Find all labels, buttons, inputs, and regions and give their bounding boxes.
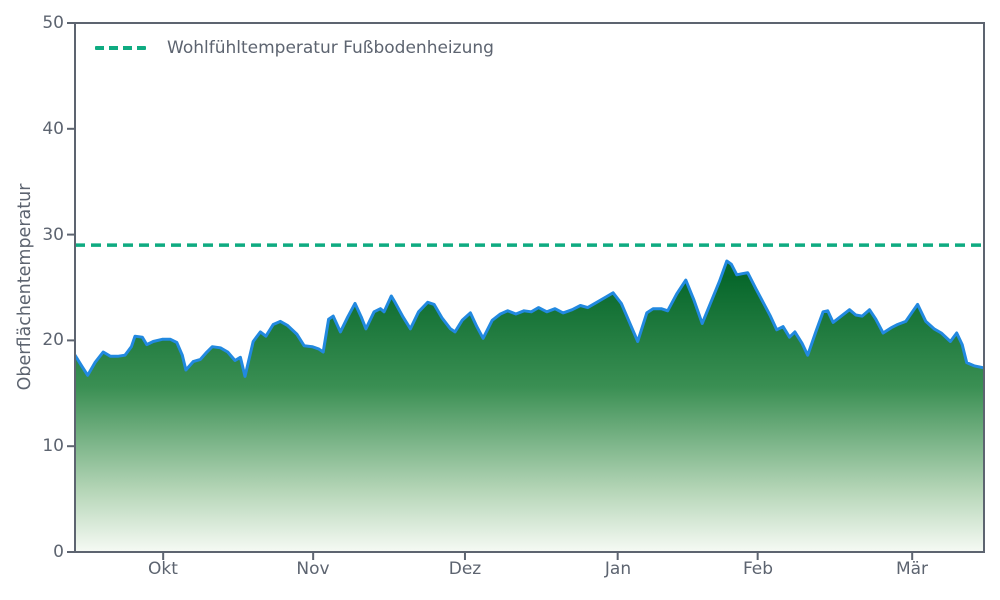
y-tick-label: 20 [42,330,64,350]
legend-label: Wohlfühltemperatur Fußbodenheizung [167,38,494,58]
x-tick-label: Mär [895,559,929,579]
legend: Wohlfühltemperatur Fußbodenheizung [95,38,494,58]
dashed-line-icon [95,46,146,50]
x-tick-label: Nov [296,559,330,579]
y-tick-label: 0 [53,542,64,562]
y-tick-label: 30 [42,225,64,245]
y-axis-label: Oberflächentemperatur [15,183,35,391]
x-tick-label: Dez [448,559,482,579]
y-tick-label: 50 [42,13,64,33]
y-tick-label: 40 [42,119,64,139]
x-tick-label: Feb [742,559,774,579]
y-tick-label: 10 [42,436,64,456]
x-tick-label: Okt [148,559,178,579]
x-tick-label: Jan [604,559,632,579]
